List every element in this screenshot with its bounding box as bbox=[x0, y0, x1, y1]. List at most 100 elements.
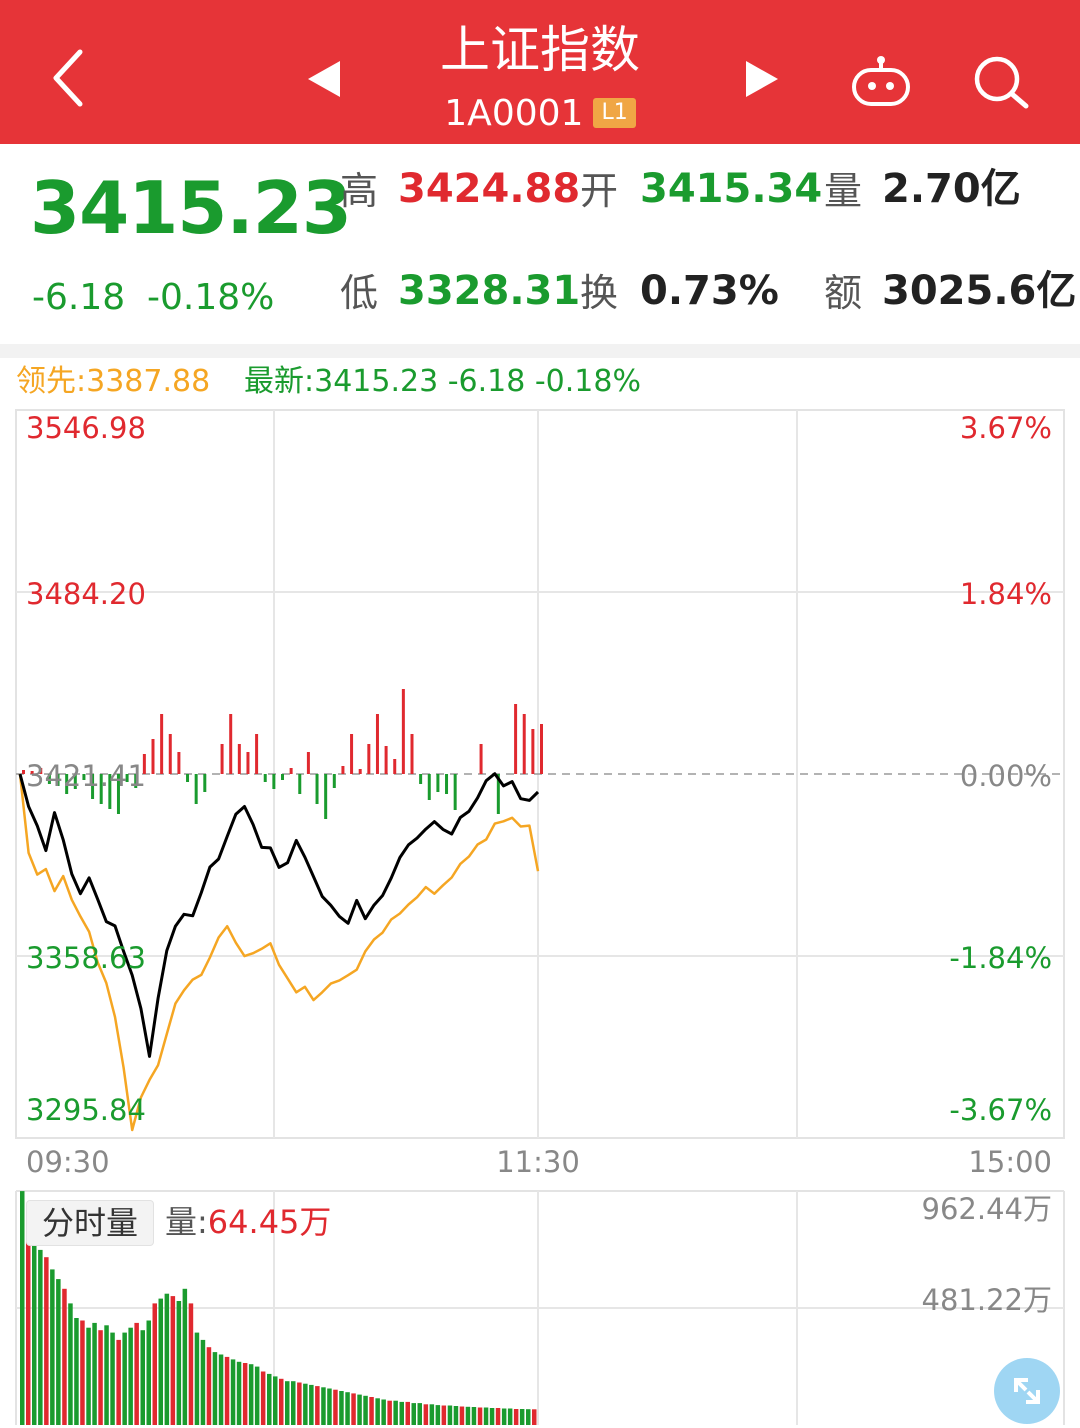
momentum-bar-down bbox=[73, 774, 77, 789]
leading-line bbox=[18, 773, 540, 1132]
low-value: 3328.31 bbox=[398, 268, 581, 314]
momentum-bar-up bbox=[177, 752, 181, 774]
volume-bar bbox=[218, 1354, 224, 1425]
volume-bar bbox=[333, 1389, 338, 1425]
volume-bar bbox=[387, 1400, 392, 1425]
robot-icon[interactable] bbox=[848, 54, 914, 110]
volume-bar bbox=[471, 1407, 477, 1425]
volume-bar bbox=[212, 1352, 218, 1425]
volume-bar bbox=[417, 1403, 422, 1425]
momentum-bar-down bbox=[125, 774, 129, 782]
volume-bar bbox=[273, 1376, 278, 1425]
momentum-bar-up bbox=[30, 771, 34, 774]
y-tick-right: 3.67% bbox=[960, 411, 1052, 445]
volume-bar bbox=[513, 1409, 519, 1425]
volume-tab[interactable]: 分时量 bbox=[26, 1200, 154, 1246]
top-bar: 上证指数 1A0001 L1 bbox=[0, 0, 1080, 144]
prev-arrow-icon[interactable] bbox=[306, 60, 342, 98]
y-tick-left: 3484.20 bbox=[26, 577, 146, 611]
momentum-bar-down bbox=[445, 774, 449, 794]
volume-bar bbox=[357, 1394, 362, 1425]
volume-bar bbox=[429, 1404, 435, 1425]
momentum-bar-down bbox=[281, 774, 284, 780]
volume-bar bbox=[128, 1327, 133, 1425]
momentum-bar-down bbox=[324, 774, 328, 819]
volume-bar bbox=[339, 1391, 344, 1425]
volume-bar bbox=[477, 1407, 483, 1425]
expand-icon bbox=[1014, 1378, 1040, 1404]
volume-bar bbox=[441, 1405, 447, 1425]
volume-bar bbox=[532, 1409, 537, 1425]
momentum-bar-up bbox=[531, 729, 535, 774]
volume-bar bbox=[279, 1378, 284, 1425]
search-icon[interactable] bbox=[970, 52, 1034, 112]
volume-bar bbox=[38, 1249, 43, 1425]
stock-code: 1A0001 L1 bbox=[0, 92, 1080, 136]
volume-bar bbox=[267, 1373, 272, 1425]
y-tick-left: 3546.98 bbox=[26, 411, 146, 445]
volume-bar bbox=[122, 1332, 127, 1425]
volume-bar bbox=[351, 1393, 356, 1425]
volume-bar bbox=[393, 1400, 398, 1425]
x-tick: 11:30 bbox=[496, 1145, 580, 1179]
level-badge: L1 bbox=[593, 98, 636, 128]
intraday-volume-chart[interactable]: 962.44万 481.22万 bbox=[0, 1185, 1080, 1425]
momentum-bar-down bbox=[56, 774, 60, 786]
volume-readout-value: 64.45万 bbox=[207, 1203, 332, 1241]
quote-panel: 3415.23 -6.18 -0.18% 高 3424.88 开 3415.34… bbox=[0, 144, 1080, 344]
momentum-bar-down bbox=[82, 774, 86, 780]
y-tick-right: -3.67% bbox=[949, 1093, 1052, 1127]
current-price: 3415.23 bbox=[30, 166, 352, 250]
volume-bar bbox=[164, 1293, 170, 1425]
volume-bar bbox=[140, 1330, 145, 1425]
momentum-bar-up bbox=[384, 746, 388, 774]
momentum-bar-down bbox=[203, 774, 207, 792]
volume-bar bbox=[526, 1409, 531, 1425]
volume-bar bbox=[435, 1405, 441, 1425]
momentum-bar-down bbox=[99, 774, 103, 804]
momentum-bar-up bbox=[350, 734, 354, 774]
volume-bar bbox=[32, 1245, 37, 1425]
momentum-bar-up bbox=[358, 769, 362, 774]
next-arrow-icon[interactable] bbox=[744, 60, 780, 98]
fullscreen-button[interactable] bbox=[994, 1358, 1060, 1424]
volume-bar bbox=[495, 1408, 501, 1425]
x-tick: 15:00 bbox=[968, 1145, 1052, 1179]
volume-bar bbox=[285, 1381, 290, 1425]
volume-bar bbox=[405, 1401, 410, 1425]
volume-bar bbox=[381, 1399, 386, 1425]
momentum-bar-up bbox=[375, 714, 379, 774]
momentum-bar-up bbox=[151, 739, 155, 774]
volume-bar bbox=[375, 1398, 380, 1425]
price-line bbox=[18, 772, 540, 1058]
volume-bar bbox=[465, 1406, 471, 1425]
momentum-bar-up bbox=[160, 714, 164, 774]
volume-bar bbox=[453, 1406, 459, 1425]
volume-bar bbox=[363, 1395, 368, 1425]
momentum-bar-up bbox=[39, 768, 43, 774]
open-label: 开 bbox=[580, 169, 619, 213]
amount-value: 3025.6亿 bbox=[882, 268, 1077, 314]
y-tick-right: 1.84% bbox=[960, 577, 1052, 611]
volume-bar bbox=[501, 1408, 507, 1425]
price-change-pct: -0.18% bbox=[147, 277, 275, 318]
momentum-bar-down bbox=[436, 774, 440, 792]
price-change: -6.18 bbox=[32, 277, 126, 318]
back-chevron-icon[interactable] bbox=[48, 46, 88, 110]
momentum-bar-up bbox=[289, 768, 293, 774]
volume-bar bbox=[110, 1332, 115, 1425]
momentum-bar-up bbox=[306, 752, 310, 774]
momentum-bar-up bbox=[367, 744, 371, 774]
momentum-bar-up bbox=[229, 714, 233, 774]
momentum-bar-down bbox=[47, 774, 51, 784]
volume-bar bbox=[56, 1279, 61, 1425]
volume-bar bbox=[176, 1301, 182, 1425]
volume-bar bbox=[152, 1303, 157, 1425]
intraday-price-chart[interactable]: 3546.98 3484.20 3421.41 3358.63 3295.84 3.67%… bbox=[0, 400, 1080, 1185]
momentum-bar-down bbox=[65, 774, 69, 794]
volume-bar bbox=[68, 1303, 73, 1425]
y-tick-left: 3295.84 bbox=[26, 1093, 146, 1127]
momentum-bar-up bbox=[514, 704, 518, 774]
volume-value: 2.70亿 bbox=[882, 166, 1021, 212]
volume-bar bbox=[104, 1325, 109, 1425]
